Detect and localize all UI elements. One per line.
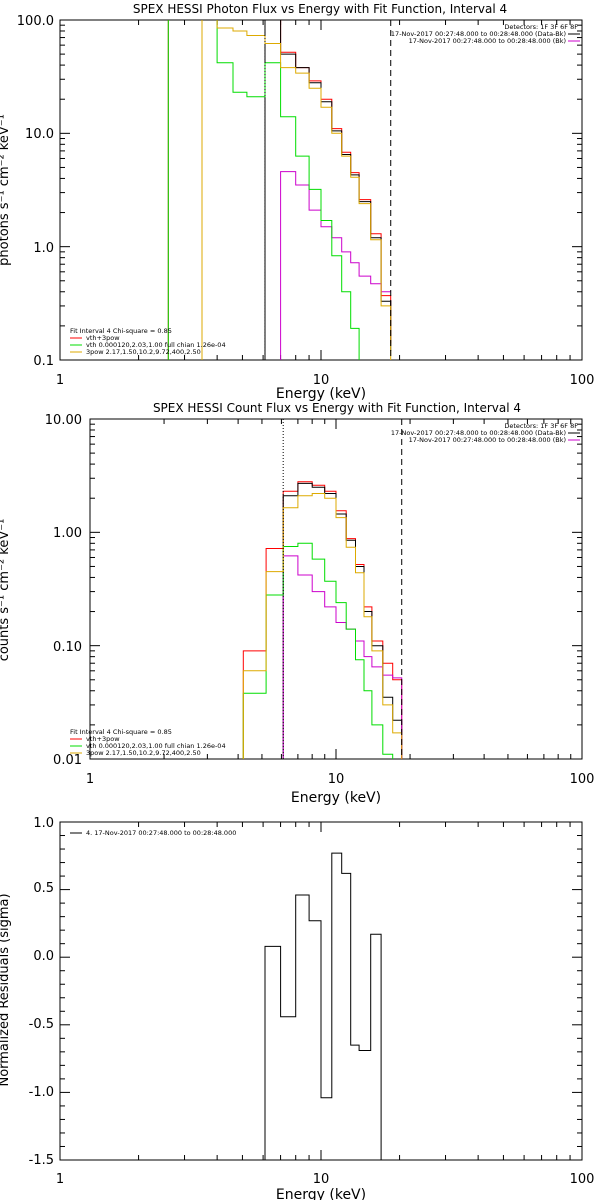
residuals-legend-entry: 4. 17-Nov-2017 00:27:48.000 to 00:28:48.… [86, 829, 236, 837]
residuals-y-axis-label: Normalized Residuals (sigma) [0, 893, 12, 1086]
count-flux-series [242, 481, 403, 759]
count-flux-y-tick-label: 10.00 [45, 413, 82, 428]
photon-flux-title: SPEX HESSI Photon Flux vs Energy with Fi… [133, 2, 507, 16]
residuals-series [264, 852, 382, 1160]
photon-flux-x-tick-label: 10 [313, 373, 330, 388]
residuals-y-tick-label: 1.0 [33, 816, 54, 831]
residuals-series-4-17-nov-2017-00-27-48-000-to-00-28-48-000 [264, 852, 382, 1160]
residuals-y-tick-label: -1.5 [29, 1153, 54, 1168]
count-flux-y-axis-label: counts s⁻¹ cm⁻² keV⁻¹ [0, 519, 12, 662]
residuals-y-tick-label: 0.0 [33, 949, 54, 964]
count-flux-x-axis-label: Energy (keV) [291, 790, 381, 806]
photon-flux-legend-bk: 17-Nov-2017 00:27:48.000 to 00:28:48.000… [409, 37, 566, 45]
photon-flux-legend-data-bk: 17-Nov-2017 00:27:48.000 to 00:28:48.000… [391, 30, 566, 38]
count-flux-series-data-bk [282, 482, 403, 759]
photon-flux-fit-header: Fit Interval 4 Chi-square = 0.85 [70, 327, 172, 335]
residuals-y-tick-label: -1.0 [29, 1085, 54, 1100]
photon-flux-series-3pow [201, 20, 392, 360]
residuals-y-tick-label: 0.5 [33, 881, 54, 896]
residuals-x-tick-label: 10 [313, 1172, 330, 1187]
photon-flux-legend-3pow: 3pow 2.17,1.50,10.2,9.72,400,2.50 [86, 348, 201, 356]
count-flux-legend-vth3pow: vth+3pow [86, 735, 120, 743]
count-flux-y-tick-label: 0.01 [53, 753, 82, 768]
count-flux-x-tick-label: 10 [328, 772, 345, 787]
photon-flux-series [167, 20, 392, 360]
photon-flux-y-tick-label: 1.0 [33, 241, 54, 256]
count-flux-legend-vth: vth 0.000120,2.03,1.00 full chian 1.26e-… [86, 742, 226, 750]
photon-flux-y-tick-label: 10.0 [25, 127, 54, 142]
count-flux-legend-bk: 17-Nov-2017 00:27:48.000 to 00:28:48.000… [409, 436, 566, 444]
count-flux-panel: SPEX HESSI Count Flux vs Energy with Fit… [0, 401, 595, 806]
residuals-x-axis-label: Energy (keV) [276, 1187, 366, 1200]
count-flux-fit-header: Fit Interval 4 Chi-square = 0.85 [70, 728, 172, 736]
residuals-axis-ticks [59, 821, 583, 1161]
count-flux-series-vth [242, 542, 394, 759]
residuals-x-tick-label: 100 [570, 1172, 595, 1187]
photon-flux-reference-lines [264, 20, 392, 360]
photon-flux-detectors-label: Detectors: 1F 3F 6F 8F [504, 23, 578, 31]
photon-flux-panel: SPEX HESSI Photon Flux vs Energy with Fi… [0, 2, 595, 402]
count-flux-legend-data-bk: 17-Nov-2017 00:27:48.000 to 00:28:48.000… [391, 429, 566, 437]
count-flux-axis-ticks [89, 418, 583, 760]
residuals-y-tick-label: -0.5 [29, 1017, 54, 1032]
count-flux-x-tick-label: 100 [570, 772, 595, 787]
photon-flux-y-tick-label: 100.0 [17, 14, 54, 29]
residuals-x-tick-label: 1 [56, 1172, 64, 1187]
photon-flux-y-axis-label: photons s⁻¹ cm⁻² keV⁻¹ [0, 114, 12, 266]
count-flux-y-tick-label: 0.10 [53, 640, 82, 655]
count-flux-x-tick-label: 1 [86, 772, 94, 787]
photon-flux-legend-vth3pow: vth+3pow [86, 334, 120, 342]
count-flux-detectors-label: Detectors: 1F 3F 6F 8F [504, 422, 578, 430]
photon-flux-series-bk [280, 171, 391, 360]
count-flux-y-tick-label: 1.00 [53, 526, 82, 541]
photon-flux-series-vth-3pow [167, 20, 392, 360]
count-flux-legend-3pow: 3pow 2.17,1.50,10.2,9.72,400,2.50 [86, 749, 201, 757]
count-flux-series-3pow [242, 493, 403, 759]
photon-flux-legend-vth: vth 0.000120,2.03,1.00 full chian 1.26e-… [86, 341, 226, 349]
photon-flux-x-tick-label: 1 [56, 373, 64, 388]
photon-flux-y-tick-label: 0.1 [33, 354, 54, 369]
count-flux-title: SPEX HESSI Count Flux vs Energy with Fit… [153, 401, 521, 415]
residuals-panel: 1 10 100 1.0 0.5 0.0 -0.5 -1.0 -1.5 Ener… [0, 816, 595, 1203]
photon-flux-x-tick-label: 100 [570, 373, 595, 388]
count-flux-reference-lines [282, 419, 403, 759]
photon-flux-series-vth [167, 20, 360, 360]
photon-flux-series-data-bk [264, 20, 392, 360]
photon-flux-axis-ticks [59, 19, 583, 361]
photon-flux-x-axis-label: Energy (keV) [276, 386, 366, 402]
